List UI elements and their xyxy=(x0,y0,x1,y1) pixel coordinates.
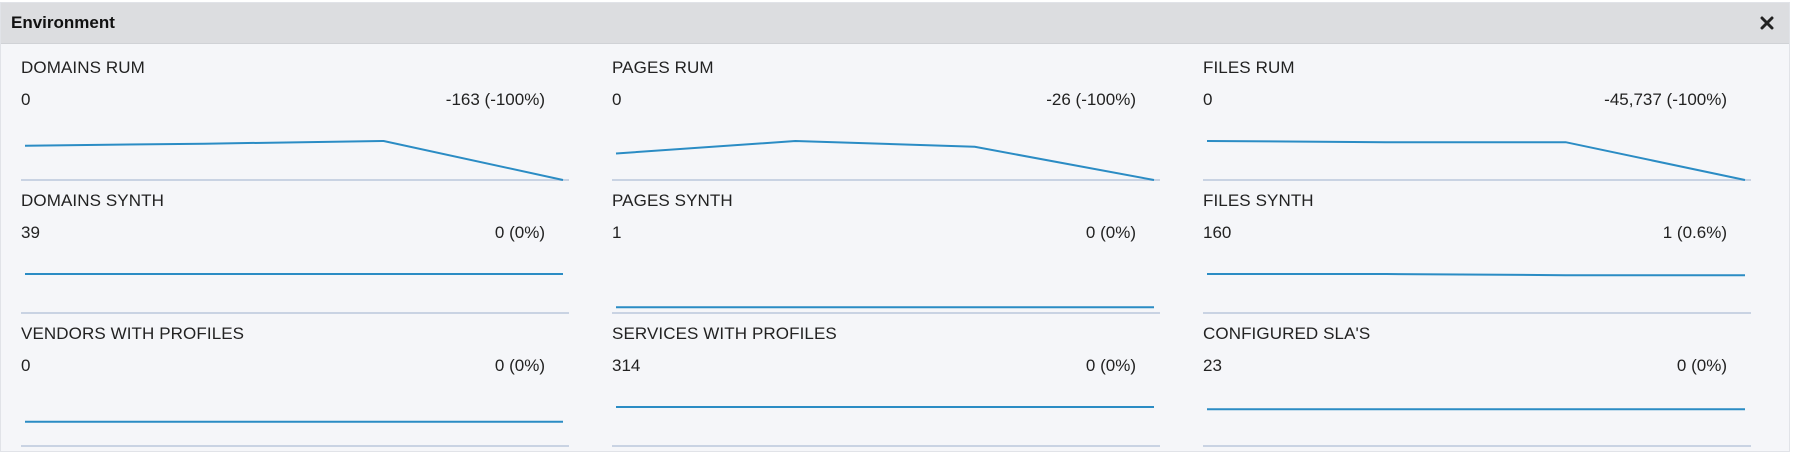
metric-card[interactable]: DOMAINS SYNTH 39 0 (0%) xyxy=(21,181,569,314)
metric-card[interactable]: FILES SYNTH 160 1 (0.6%) xyxy=(1203,181,1751,314)
close-icon[interactable] xyxy=(1755,11,1779,35)
metric-change: 0 (0%) xyxy=(494,356,545,375)
sparkline-trend xyxy=(1207,273,1745,277)
metric-title: FILES SYNTH xyxy=(1203,191,1314,210)
sparkline-trend xyxy=(24,139,564,181)
metric-value: 23 xyxy=(1203,356,1222,375)
metric-title: FILES RUM xyxy=(1203,58,1295,77)
panel-header: Environment xyxy=(1,3,1789,44)
metric-title: DOMAINS RUM xyxy=(21,58,145,77)
metric-card[interactable]: PAGES RUM 0 -26 (-100%) xyxy=(612,48,1160,181)
metric-change: -163 (-100%) xyxy=(445,90,545,109)
metric-card[interactable]: CONFIGURED SLA'S 23 0 (0%) xyxy=(1203,314,1751,447)
sparkline xyxy=(612,306,1160,314)
metric-value: 314 xyxy=(612,356,641,375)
metric-title: PAGES RUM xyxy=(612,58,714,77)
metric-title: SERVICES WITH PROFILES xyxy=(612,324,837,343)
metric-card[interactable]: VENDORS WITH PROFILES 0 0 (0%) xyxy=(21,314,569,447)
metric-title: DOMAINS SYNTH xyxy=(21,191,164,210)
metric-card[interactable]: DOMAINS RUM 0 -163 (-100%) xyxy=(21,48,569,181)
metric-change: -45,737 (-100%) xyxy=(1604,90,1727,109)
sparkline xyxy=(612,139,1160,181)
metric-value: 0 xyxy=(612,90,622,109)
sparkline xyxy=(1203,408,1751,447)
panel-title: Environment xyxy=(11,13,115,32)
metric-card[interactable]: SERVICES WITH PROFILES 314 0 (0%) xyxy=(612,314,1160,447)
metric-title: PAGES SYNTH xyxy=(612,191,733,210)
sparkline xyxy=(1203,273,1751,314)
metric-card[interactable]: FILES RUM 0 -45,737 (-100%) xyxy=(1203,48,1751,181)
metric-value: 0 xyxy=(1203,90,1213,109)
sparkline-trend xyxy=(615,139,1155,181)
metric-title: CONFIGURED SLA'S xyxy=(1203,324,1371,343)
sparkline xyxy=(1203,140,1751,181)
metric-value: 39 xyxy=(21,223,40,242)
metric-value: 160 xyxy=(1203,223,1232,242)
metric-change: 0 (0%) xyxy=(494,223,545,242)
metric-card[interactable]: PAGES SYNTH 1 0 (0%) xyxy=(612,181,1160,314)
sparkline xyxy=(21,273,569,314)
metric-change: 0 (0%) xyxy=(1676,356,1727,375)
metric-change: 0 (0%) xyxy=(1085,223,1136,242)
sparkline-trend xyxy=(1206,140,1746,181)
sparkline xyxy=(612,406,1160,447)
sparkline xyxy=(21,420,569,447)
metric-change: 0 (0%) xyxy=(1085,356,1136,375)
metric-change: 1 (0.6%) xyxy=(1662,223,1727,242)
metric-title: VENDORS WITH PROFILES xyxy=(21,324,245,343)
sparkline xyxy=(21,139,569,181)
metric-value: 0 xyxy=(21,356,31,375)
metric-change: -26 (-100%) xyxy=(1046,90,1136,109)
metric-value: 0 xyxy=(21,90,31,109)
metric-value: 1 xyxy=(612,223,622,242)
